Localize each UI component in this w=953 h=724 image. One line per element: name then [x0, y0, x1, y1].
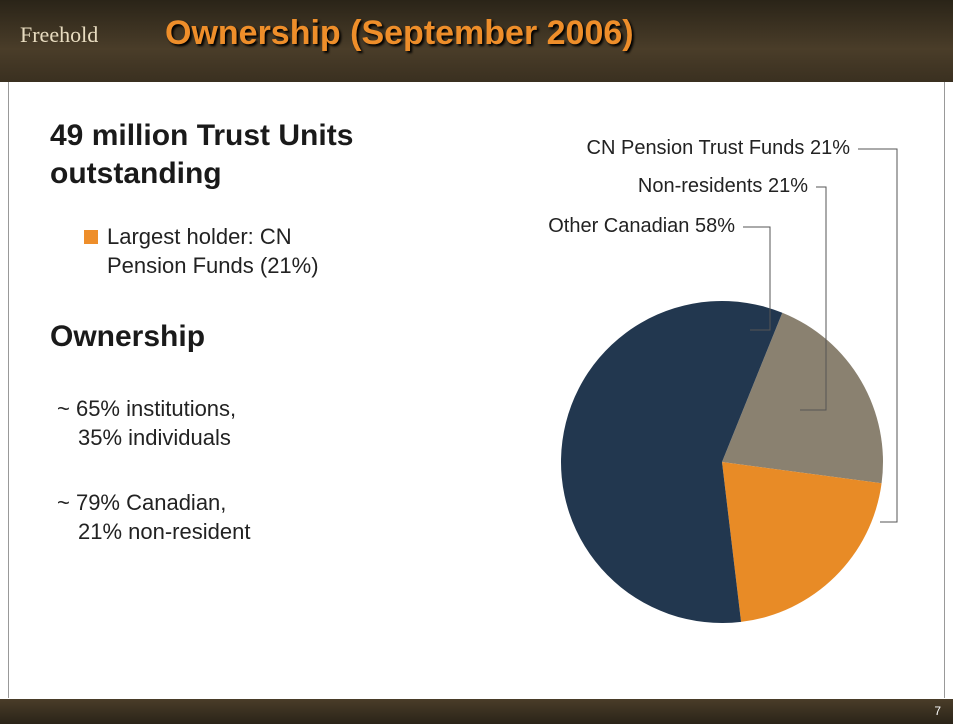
logo: Freehold: [20, 22, 99, 47]
heading: 49 million Trust Units outstanding: [50, 117, 353, 193]
slice-value-label: 21%: [810, 137, 850, 159]
slice-label: Other Canadian 58%: [548, 215, 735, 237]
leader-line: [743, 226, 771, 331]
item: ~ 65% institutions, 35% individuals: [57, 394, 236, 452]
leader-line: [858, 148, 898, 523]
header-bar: [0, 0, 953, 82]
bullet-line: Pension Funds (21%): [107, 253, 319, 278]
slice-label: Non-residents 21%: [638, 175, 808, 197]
slide-title: Ownership (September 2006): [165, 14, 634, 52]
item-line: 35% individuals: [78, 425, 231, 450]
item-line: ~ 79% Canadian,: [57, 490, 227, 515]
heading-line: 49 million Trust Units: [50, 119, 354, 152]
item-line: 21% non-resident: [78, 519, 251, 544]
slice-category: CN Pension Trust Funds: [587, 137, 805, 159]
pie-slice: [722, 462, 882, 622]
slice-value-label: 21%: [768, 175, 808, 197]
bullet-square: [84, 230, 98, 244]
pie-slice: [722, 312, 883, 484]
slice-category: Non-residents: [638, 175, 763, 197]
item: ~ 79% Canadian, 21% non-resident: [57, 488, 250, 546]
bullet: Largest holder: CN Pension Funds (21%): [107, 222, 319, 280]
pie-slice: [561, 300, 783, 623]
slice-label: CN Pension Trust Funds 21%: [587, 137, 851, 159]
heading: Ownership: [50, 320, 206, 353]
heading-line: outstanding: [50, 157, 222, 190]
leader-line: [800, 186, 827, 411]
item-line: ~ 65% institutions,: [57, 396, 237, 421]
slice-category: Other Canadian: [548, 215, 689, 237]
slice-value-label: 58%: [695, 215, 735, 237]
frame: [8, 82, 945, 698]
page-number: 7: [934, 704, 941, 718]
bullet-line: Largest holder: CN: [107, 224, 292, 249]
footer-bar: [0, 699, 953, 724]
